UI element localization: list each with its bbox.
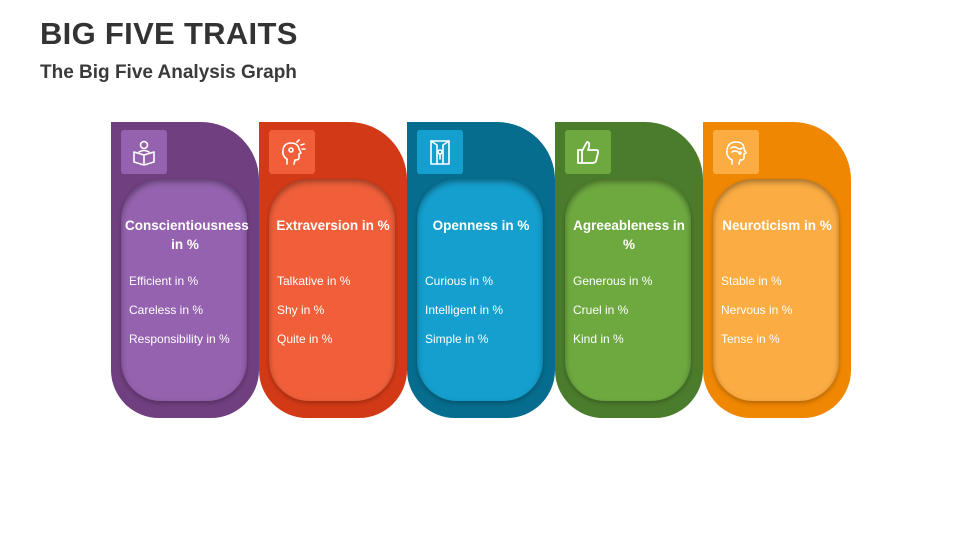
trait-card-neuroticism: Neuroticism in % Stable in % Nervous in … bbox=[703, 122, 851, 418]
list-item: Nervous in % bbox=[721, 303, 793, 317]
card-icon-box bbox=[269, 130, 315, 174]
list-item: Careless in % bbox=[129, 303, 204, 317]
list-item: Responsibility in % bbox=[129, 332, 230, 346]
card-item-list: Generous in % Cruel in % Kind in % bbox=[573, 274, 652, 361]
trait-card-openness: Openness in % Curious in % Intelligent i… bbox=[407, 122, 555, 418]
list-item: Tense in % bbox=[721, 332, 780, 346]
card-icon-box bbox=[713, 130, 759, 174]
card-inner-panel bbox=[713, 179, 839, 401]
page-title: BIG FIVE TRAITS bbox=[40, 16, 298, 51]
card-inner-panel bbox=[565, 179, 691, 401]
head-ideas-icon bbox=[282, 139, 306, 165]
card-item-list: Talkative in % Shy in % Quite in % bbox=[277, 274, 350, 361]
card-heading: Openness in % bbox=[432, 218, 530, 233]
anxious-face-icon bbox=[726, 141, 747, 165]
card-icon-box bbox=[121, 130, 167, 174]
list-item: Kind in % bbox=[573, 332, 624, 346]
list-item: Stable in % bbox=[721, 274, 782, 288]
open-door-icon bbox=[430, 140, 450, 165]
card-inner-panel bbox=[269, 179, 395, 401]
card-heading: Extraversion in % bbox=[276, 218, 390, 233]
list-item: Talkative in % bbox=[277, 274, 351, 288]
reading-person-icon bbox=[133, 140, 155, 166]
card-heading: Conscientiousness in % bbox=[125, 218, 249, 252]
thumbs-up-icon bbox=[577, 141, 600, 164]
trait-card-agreeableness: Agreeableness in % Generous in % Cruel i… bbox=[555, 122, 703, 418]
trait-card-extraversion: Extraversion in % Talkative in % Shy in … bbox=[259, 122, 407, 418]
card-item-list: Stable in % Nervous in % Tense in % bbox=[721, 274, 792, 361]
card-inner-panel bbox=[121, 179, 247, 401]
card-heading: Agreeableness in % bbox=[573, 218, 685, 252]
card-heading: Neuroticism in % bbox=[722, 218, 832, 233]
card-item-list: Curious in % Intelligent in % Simple in … bbox=[425, 274, 503, 361]
card-item-list: Efficient in % Careless in % Responsibil… bbox=[129, 274, 230, 361]
list-item: Shy in % bbox=[277, 303, 325, 317]
list-item: Quite in % bbox=[277, 332, 333, 346]
list-item: Efficient in % bbox=[129, 274, 199, 288]
card-icon-box bbox=[565, 130, 611, 174]
list-item: Curious in % bbox=[425, 274, 494, 288]
list-item: Cruel in % bbox=[573, 303, 629, 317]
card-icon-box bbox=[417, 130, 463, 174]
trait-card-conscientiousness: Conscientiousness in % Efficient in % Ca… bbox=[111, 122, 259, 418]
list-item: Generous in % bbox=[573, 274, 653, 288]
list-item: Simple in % bbox=[425, 332, 489, 346]
card-inner-panel bbox=[417, 179, 543, 401]
page-subtitle: The Big Five Analysis Graph bbox=[40, 62, 297, 83]
list-item: Intelligent in % bbox=[425, 303, 504, 317]
